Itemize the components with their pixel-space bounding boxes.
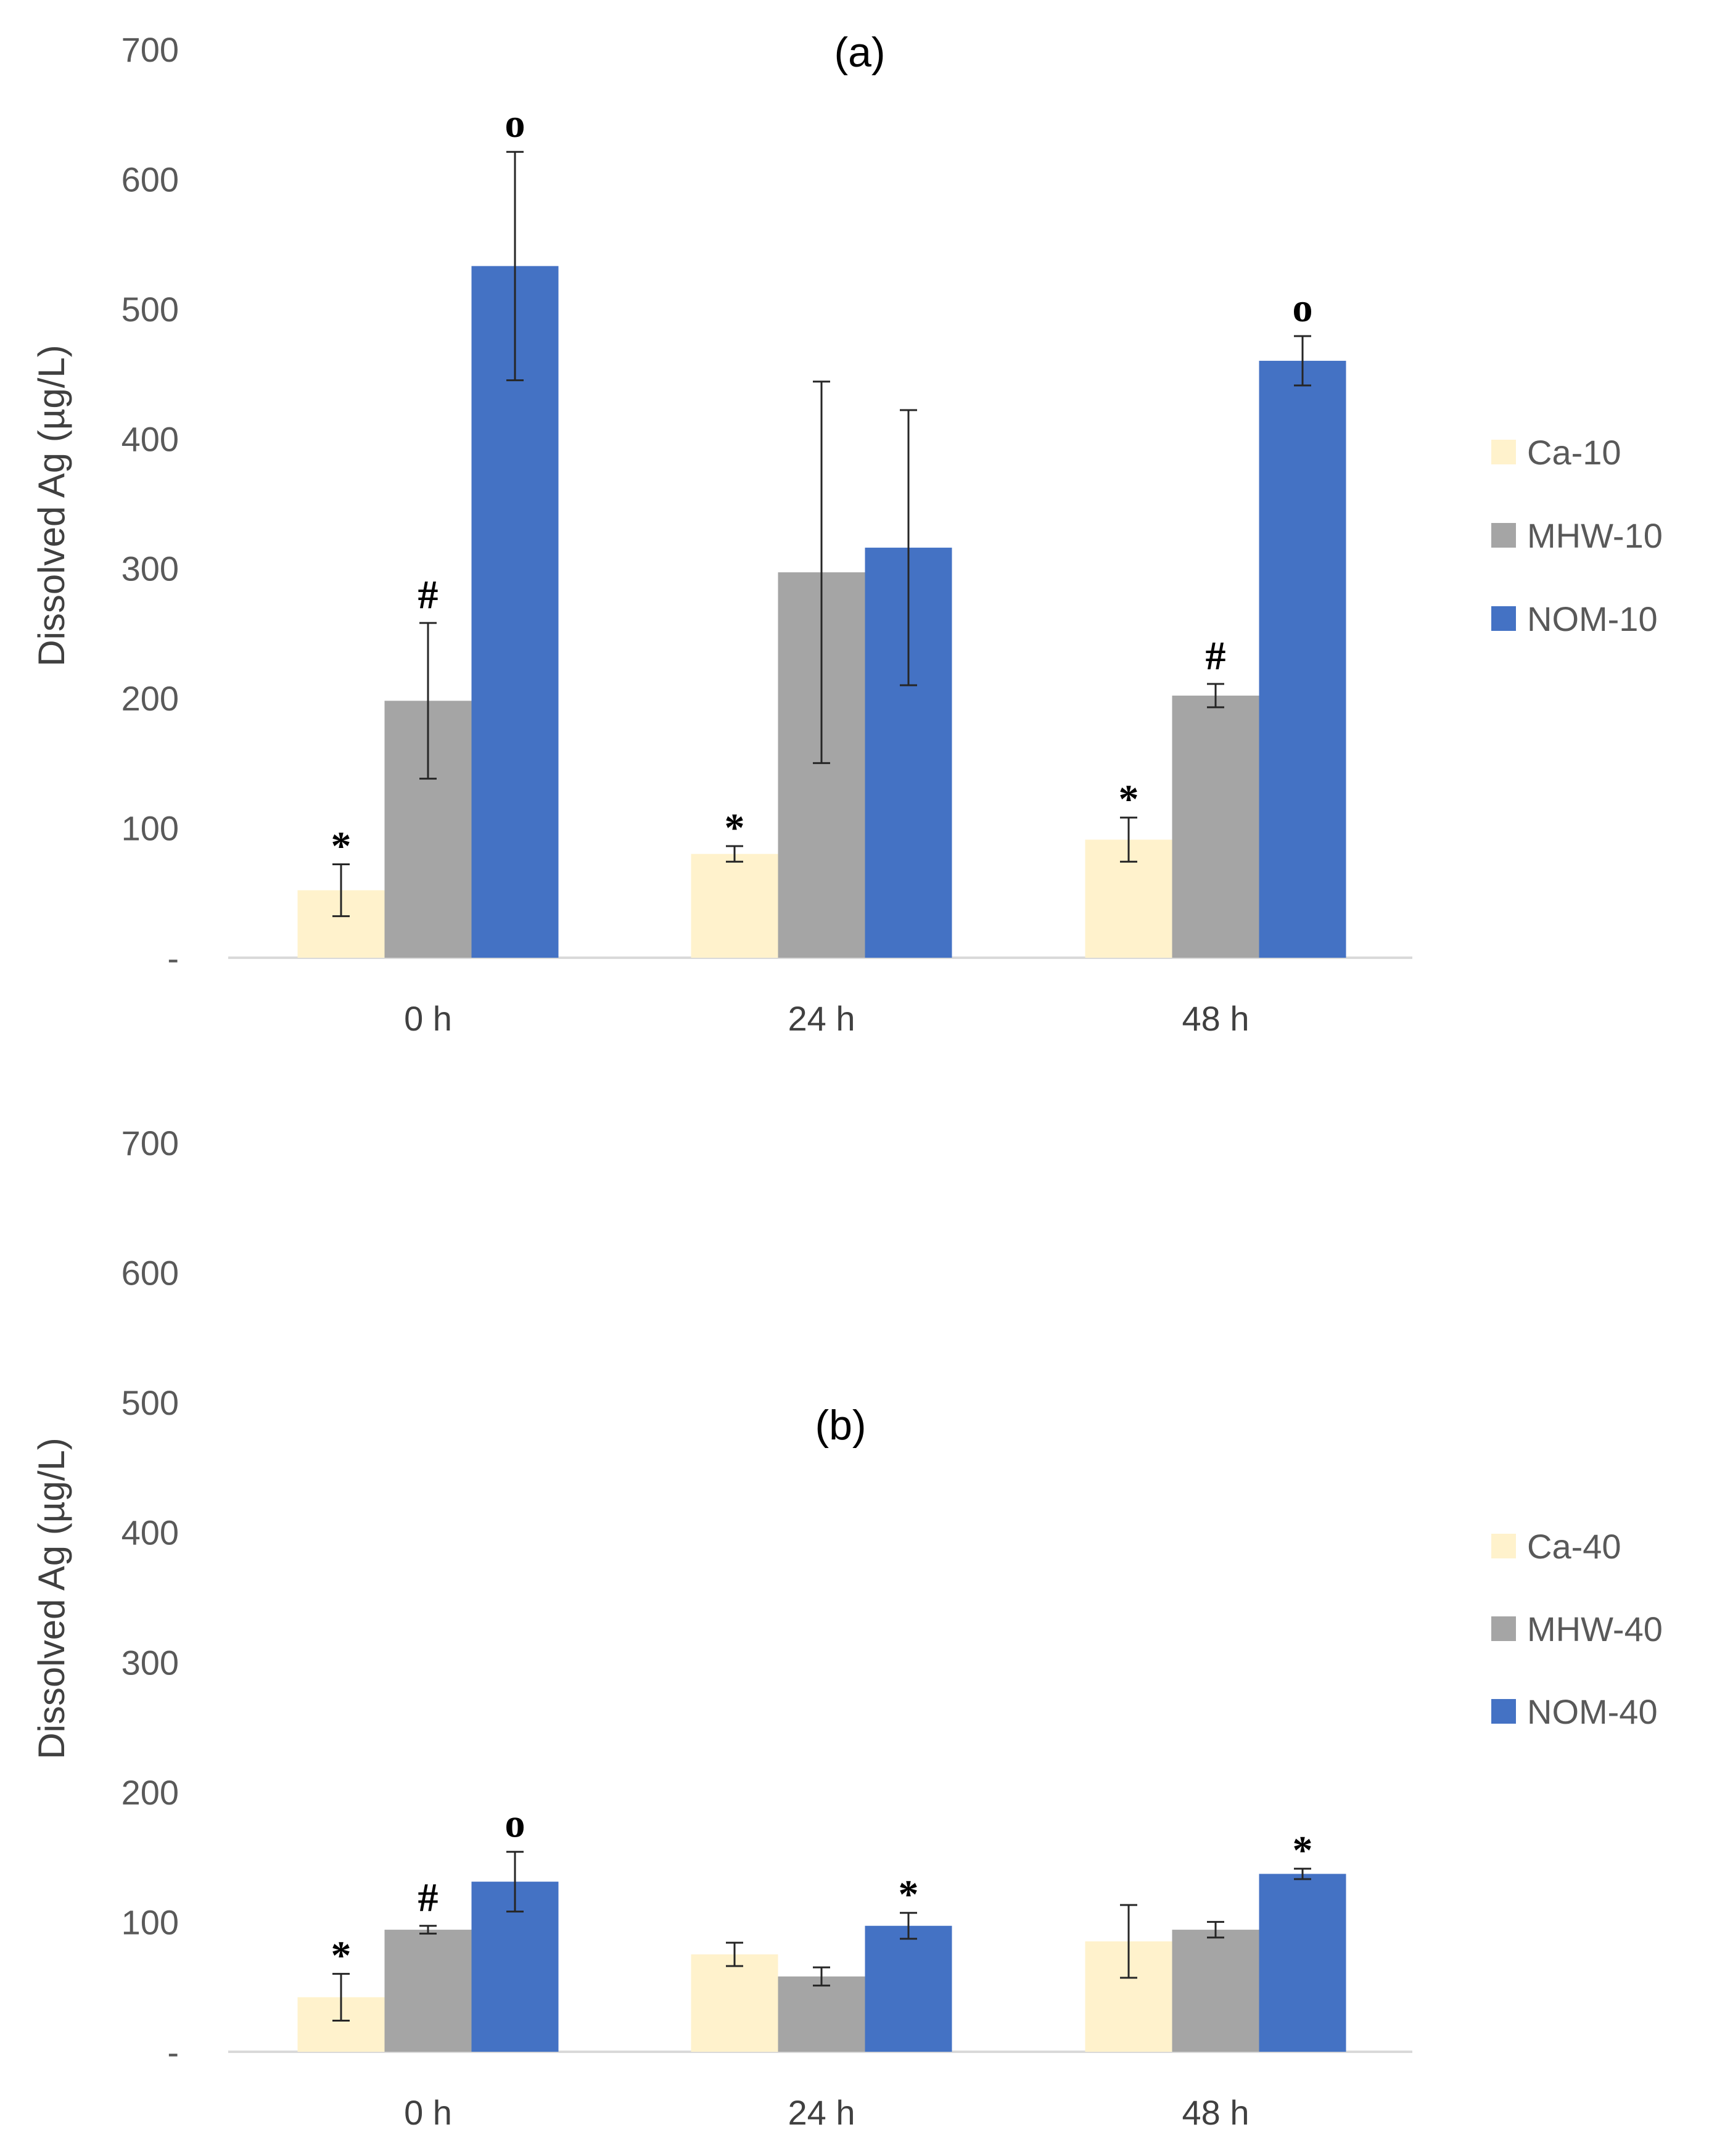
bar [691, 854, 778, 958]
significance-marker: # [418, 1875, 439, 1920]
chart-title: (b) [815, 1402, 866, 1449]
y-tick-label: 600 [121, 1254, 179, 1293]
y-tick-label: 400 [121, 1513, 179, 1552]
legend-swatch [1491, 1616, 1516, 1641]
y-tick-label: - [167, 2033, 179, 2072]
significance-marker: * [899, 1872, 919, 1917]
significance-marker: o [505, 101, 525, 146]
bar [1172, 1930, 1259, 2052]
bar [778, 1976, 865, 2052]
legend-label: MHW-10 [1527, 516, 1663, 555]
significance-marker: # [1206, 633, 1226, 678]
bar [384, 1930, 472, 2052]
x-category-label: 0 h [404, 2093, 452, 2132]
legend-label: NOM-40 [1527, 1692, 1658, 1731]
bar [865, 1925, 952, 2052]
x-category-label: 24 h [788, 999, 855, 1038]
bar [1172, 695, 1259, 958]
chart-title: (a) [834, 29, 885, 76]
chart-panel-a: - 100 200 300 400 500 600 700 0 h 24 h 48 h * * * Ca-1… [31, 29, 1663, 1038]
legend-label: NOM-10 [1527, 599, 1658, 638]
y-axis-label: Dissolved Ag (µg/L) [31, 345, 72, 666]
significance-marker: * [725, 805, 745, 850]
legend-swatch [1491, 1699, 1516, 1724]
chart-panel-b: - 100 200 300 400 500 600 700 0 h 24 h 48 h * Ca-40 #… [31, 1124, 1663, 2132]
y-tick-label: 700 [121, 1124, 179, 1162]
y-tick-label: 400 [121, 419, 179, 458]
legend-label: Ca-10 [1527, 433, 1621, 472]
significance-marker: o [1293, 286, 1313, 331]
significance-marker: * [1293, 1828, 1313, 1873]
legend-swatch [1491, 523, 1516, 548]
y-tick-label: 500 [121, 290, 179, 329]
significance-marker: * [331, 1933, 352, 1978]
significance-marker: # [418, 572, 439, 617]
y-tick-label: 100 [121, 809, 179, 848]
y-tick-label: 600 [121, 160, 179, 199]
y-tick-label: 300 [121, 549, 179, 588]
y-tick-label: 200 [121, 679, 179, 718]
significance-marker: o [505, 1801, 525, 1846]
significance-marker: * [331, 823, 352, 868]
x-category-label: 0 h [404, 999, 452, 1038]
bar [471, 266, 559, 958]
bar [691, 1954, 778, 2052]
legend-swatch [1491, 1534, 1516, 1558]
y-tick-label: - [167, 939, 179, 977]
legend-swatch [1491, 440, 1516, 464]
x-category-label: 48 h [1182, 2093, 1250, 2132]
legend-swatch [1491, 606, 1516, 631]
y-tick-label: 200 [121, 1773, 179, 1812]
legend-label: Ca-40 [1527, 1527, 1621, 1566]
bar [1259, 361, 1346, 958]
x-category-label: 24 h [788, 2093, 855, 2132]
legend-label: MHW-40 [1527, 1610, 1663, 1648]
significance-marker: * [1119, 777, 1139, 822]
x-category-label: 48 h [1182, 999, 1250, 1038]
bar [1259, 1874, 1346, 2052]
y-axis-label: Dissolved Ag (µg/L) [31, 1438, 72, 1759]
y-tick-label: 100 [121, 1903, 179, 1941]
y-tick-label: 500 [121, 1383, 179, 1422]
y-tick-label: 700 [121, 30, 179, 69]
y-tick-label: 300 [121, 1643, 179, 1682]
